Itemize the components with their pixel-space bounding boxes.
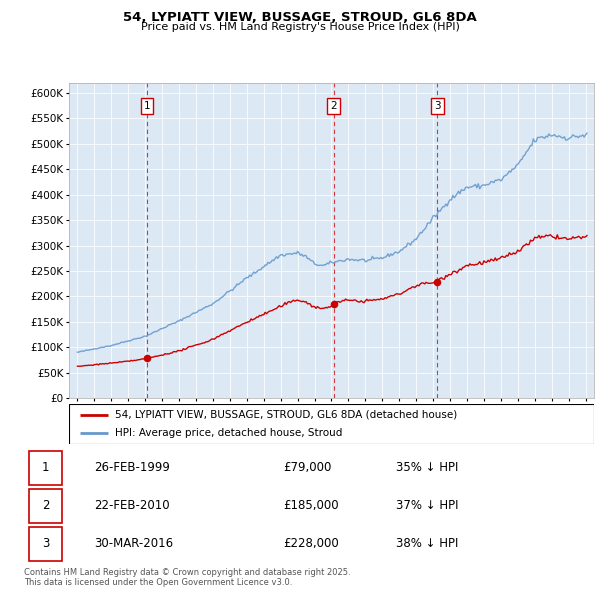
- Text: 26-FEB-1999: 26-FEB-1999: [95, 461, 170, 474]
- Text: 1: 1: [144, 101, 151, 112]
- Text: 38% ↓ HPI: 38% ↓ HPI: [396, 537, 458, 550]
- Text: 37% ↓ HPI: 37% ↓ HPI: [396, 499, 459, 513]
- Text: 1: 1: [41, 461, 49, 474]
- Text: £228,000: £228,000: [283, 537, 339, 550]
- Text: £185,000: £185,000: [283, 499, 339, 513]
- Text: 54, LYPIATT VIEW, BUSSAGE, STROUD, GL6 8DA: 54, LYPIATT VIEW, BUSSAGE, STROUD, GL6 8…: [123, 11, 477, 24]
- FancyBboxPatch shape: [29, 489, 62, 523]
- Text: Price paid vs. HM Land Registry's House Price Index (HPI): Price paid vs. HM Land Registry's House …: [140, 22, 460, 32]
- Text: 3: 3: [42, 537, 49, 550]
- Text: HPI: Average price, detached house, Stroud: HPI: Average price, detached house, Stro…: [115, 428, 343, 438]
- Point: [329, 299, 338, 309]
- Text: 30-MAR-2016: 30-MAR-2016: [95, 537, 173, 550]
- Point: [433, 277, 442, 287]
- Text: 22-FEB-2010: 22-FEB-2010: [95, 499, 170, 513]
- Text: 35% ↓ HPI: 35% ↓ HPI: [396, 461, 458, 474]
- Text: £79,000: £79,000: [283, 461, 332, 474]
- Text: 2: 2: [330, 101, 337, 112]
- Text: 3: 3: [434, 101, 440, 112]
- FancyBboxPatch shape: [29, 451, 62, 485]
- Text: 2: 2: [41, 499, 49, 513]
- Text: Contains HM Land Registry data © Crown copyright and database right 2025.
This d: Contains HM Land Registry data © Crown c…: [24, 568, 350, 587]
- FancyBboxPatch shape: [29, 527, 62, 561]
- Text: 54, LYPIATT VIEW, BUSSAGE, STROUD, GL6 8DA (detached house): 54, LYPIATT VIEW, BUSSAGE, STROUD, GL6 8…: [115, 410, 457, 420]
- Point: [142, 353, 152, 363]
